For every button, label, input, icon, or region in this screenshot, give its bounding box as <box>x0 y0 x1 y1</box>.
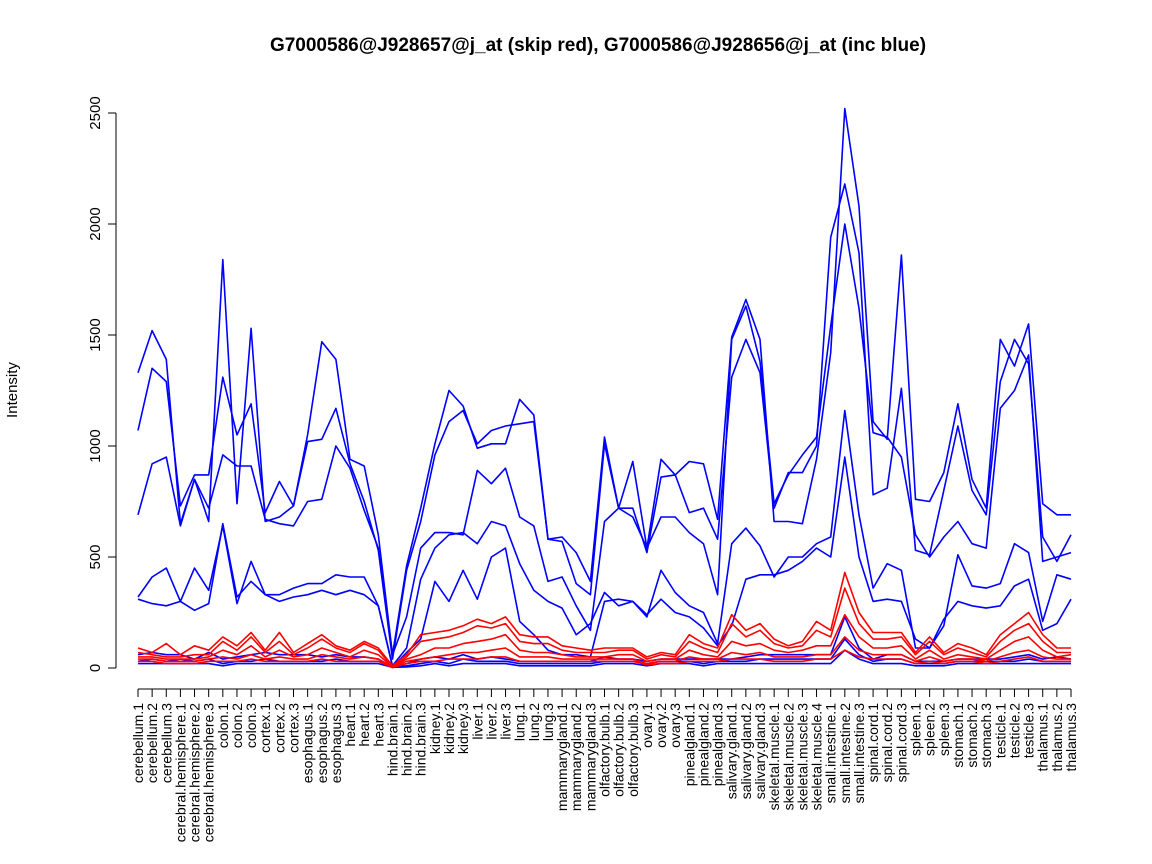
x-tick-label: lung.1 <box>512 703 528 741</box>
x-tick-label: esophagus.2 <box>314 703 330 783</box>
x-axis: cerebellum.1cerebellum.2cerebellum.3cere… <box>130 688 1079 843</box>
y-tick-label: 500 <box>87 544 104 569</box>
x-tick-label: salivary.gland.2 <box>738 703 754 799</box>
x-tick-label: cortex.3 <box>286 703 302 753</box>
x-tick-label: cerebellum.2 <box>144 703 160 783</box>
y-tick-label: 1000 <box>87 429 104 462</box>
x-tick-label: kidney.2 <box>441 703 457 754</box>
x-tick-label: esophagus.1 <box>300 703 316 783</box>
x-tick-label: heart.3 <box>370 703 386 747</box>
x-tick-label: pinealgland.2 <box>695 703 711 787</box>
y-tick-label: 2500 <box>87 96 104 129</box>
x-tick-label: pinealgland.3 <box>710 703 726 787</box>
x-tick-label: hind.brain.1 <box>384 703 400 776</box>
y-axis: 0 500 1000 1500 2000 2500 <box>87 96 117 672</box>
series-line-inc <box>137 107 1071 656</box>
series-line-skip <box>138 649 1071 669</box>
x-tick-label: mammarygland.2 <box>568 703 584 811</box>
x-tick-label: liver.1 <box>469 703 485 740</box>
series-line-skip <box>138 636 1071 669</box>
x-tick-label: spleen.2 <box>922 703 938 756</box>
series-line-skip <box>137 571 1071 667</box>
x-tick-label: small.intestine.1 <box>823 703 839 804</box>
x-tick-label: salivary.gland.3 <box>752 703 768 799</box>
x-tick-label: lung.3 <box>540 703 556 741</box>
x-tick-label: cerebral.hemisphere.1 <box>172 703 188 843</box>
x-tick-label: testicle.2 <box>1006 703 1022 758</box>
x-tick-label: spinal.cord.2 <box>879 703 895 783</box>
x-tick-label: esophagus.3 <box>328 703 344 783</box>
x-tick-label: olfactory.bulb.1 <box>597 703 613 797</box>
x-tick-label: ovary.2 <box>653 703 669 748</box>
x-tick-label: mammarygland.3 <box>582 703 598 811</box>
x-tick-label: spinal.cord.1 <box>865 703 881 783</box>
x-tick-label: cortex.1 <box>257 703 273 753</box>
x-tick-label: stomach.3 <box>978 703 994 768</box>
x-tick-label: cerebral.hemisphere.3 <box>201 703 217 843</box>
x-tick-label: olfactory.bulb.3 <box>625 703 641 797</box>
x-tick-label: cerebellum.1 <box>130 703 146 783</box>
x-tick-label: thalamus.2 <box>1049 703 1065 772</box>
y-tick-label: 0 <box>87 664 104 672</box>
x-tick-label: spleen.3 <box>936 703 952 756</box>
chart-title: G7000586@J928657@j_at (skip red), G70005… <box>270 35 926 56</box>
x-tick-label: spleen.1 <box>908 703 924 756</box>
y-axis-label: Intensity <box>4 362 21 418</box>
series-line-inc <box>137 223 1072 656</box>
x-tick-label: hind.brain.3 <box>413 703 429 776</box>
x-tick-label: skeletal.muscle.4 <box>809 703 825 811</box>
x-tick-label: liver.2 <box>483 703 499 740</box>
x-tick-label: skeletal.muscle.1 <box>766 703 782 811</box>
series-line-skip <box>137 587 1071 668</box>
x-tick-label: lung.2 <box>526 703 542 741</box>
x-tick-label: ovary.3 <box>667 703 683 748</box>
x-tick-label: olfactory.bulb.2 <box>611 703 627 797</box>
x-tick-label: liver.3 <box>498 703 514 740</box>
x-tick-label: pinealgland.1 <box>681 703 697 787</box>
x-tick-label: colon.3 <box>243 703 259 748</box>
x-tick-label: stomach.2 <box>964 703 980 768</box>
y-tick-label: 2000 <box>87 207 104 240</box>
series-group <box>137 107 1072 669</box>
x-tick-label: heart.2 <box>356 703 372 747</box>
x-tick-label: stomach.1 <box>950 703 966 768</box>
x-tick-label: thalamus.1 <box>1035 703 1051 772</box>
x-tick-label: kidney.3 <box>455 703 471 754</box>
x-tick-label: thalamus.3 <box>1063 703 1079 772</box>
x-tick-label: cerebellum.3 <box>158 703 174 783</box>
series-line-inc <box>137 456 1072 668</box>
x-tick-label: testicle.3 <box>1021 703 1037 758</box>
x-tick-label: small.intestine.2 <box>837 703 853 804</box>
x-tick-label: ovary.1 <box>639 703 655 748</box>
x-tick-label: colon.2 <box>229 703 245 748</box>
x-tick-label: colon.1 <box>215 703 231 748</box>
x-tick-label: cortex.2 <box>271 703 287 753</box>
y-tick-label: 1500 <box>87 318 104 351</box>
series-line-inc <box>137 183 1072 660</box>
x-tick-label: mammarygland.1 <box>554 703 570 811</box>
x-tick-label: salivary.gland.1 <box>724 703 740 799</box>
x-tick-label: kidney.1 <box>427 703 443 754</box>
x-tick-label: heart.1 <box>342 703 358 747</box>
series-line-skip <box>138 613 1072 668</box>
x-tick-label: spinal.cord.3 <box>893 703 909 783</box>
x-tick-label: skeletal.muscle.3 <box>794 703 810 811</box>
series-line-inc <box>137 409 1072 667</box>
series-line-inc <box>138 649 1071 669</box>
x-tick-label: testicle.1 <box>992 703 1008 758</box>
x-tick-label: hind.brain.2 <box>399 703 415 776</box>
x-tick-label: skeletal.muscle.2 <box>780 703 796 811</box>
x-tick-label: cerebral.hemisphere.2 <box>187 703 203 843</box>
x-tick-label: small.intestine.3 <box>851 703 867 804</box>
